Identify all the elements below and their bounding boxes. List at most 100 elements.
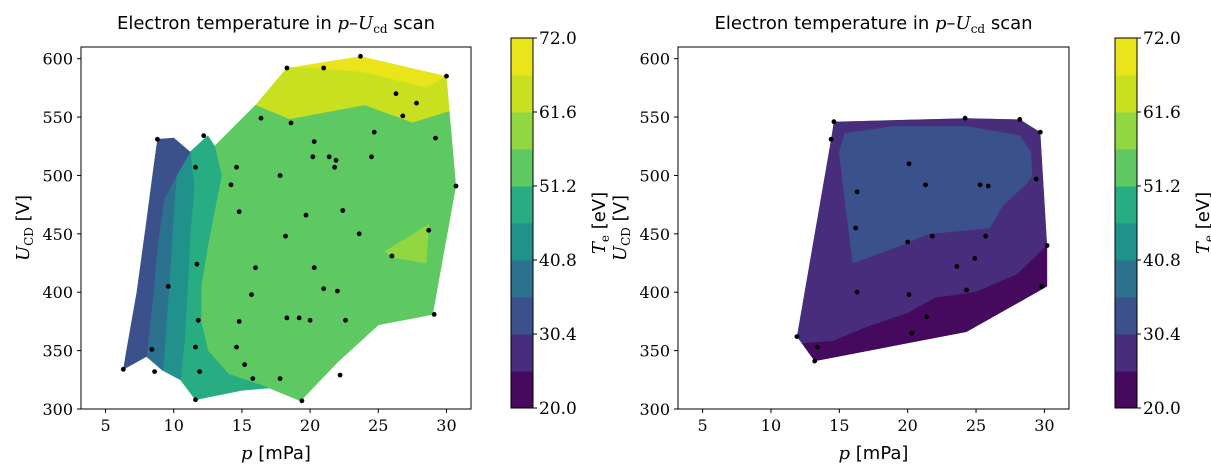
data-point <box>152 369 158 374</box>
x-axis-label: p [mPa] <box>241 443 311 464</box>
y-tick-label: 600 <box>639 50 670 69</box>
colorbar-tick-label: 30.4 <box>1143 325 1181 345</box>
title-var-u: U <box>956 13 972 34</box>
title-dash: – <box>947 13 956 34</box>
data-point <box>165 284 171 289</box>
data-point <box>433 135 438 141</box>
data-point <box>812 358 818 364</box>
data-point <box>284 65 290 71</box>
data-point <box>249 292 254 297</box>
data-point <box>389 253 395 259</box>
data-point <box>234 164 239 170</box>
x-tick-label: 20 <box>300 416 320 435</box>
title-dash: – <box>349 13 358 34</box>
data-point <box>794 334 800 339</box>
data-point <box>234 344 239 350</box>
data-point <box>985 183 991 189</box>
y-axis-label: UCD [V] <box>13 195 36 261</box>
y-label-subscript: CD <box>619 227 633 246</box>
colorbar-tick-label: 72.0 <box>539 29 577 49</box>
data-point <box>333 157 339 163</box>
data-point <box>340 208 346 213</box>
contour-region <box>801 244 1048 362</box>
data-point <box>193 344 198 350</box>
data-point <box>258 115 264 121</box>
chart-title: Electron temperature in p–Ucd scan <box>117 13 435 36</box>
colorbar-band <box>1115 260 1137 298</box>
contour-fill <box>796 118 1048 362</box>
x-label-unit: [mPa] <box>850 443 908 464</box>
colorbar: 20.0 30.4 40.8 51.2 61.6 72.0 Te [eV] <box>510 29 612 419</box>
data-point <box>284 315 290 321</box>
y-label-unit: [V] <box>610 195 631 227</box>
x-label-unit: [mPa] <box>253 443 311 464</box>
title-var-p: p <box>935 13 947 34</box>
x-tick-label: 15 <box>829 416 849 435</box>
y-tick-label: 400 <box>639 283 670 302</box>
data-point <box>1037 129 1043 135</box>
colorbar-band <box>511 112 533 150</box>
y-tick-label: 400 <box>42 283 73 302</box>
y-label-subscript: CD <box>22 227 36 246</box>
data-point <box>321 286 327 292</box>
data-point <box>929 233 935 239</box>
y-tick-label: 300 <box>42 400 73 419</box>
data-point <box>120 366 126 372</box>
data-point <box>193 164 198 170</box>
title-subscript: cd <box>971 22 986 36</box>
y-tick-label: 350 <box>42 342 73 361</box>
colorbar-label: Te [eV] <box>1193 192 1211 254</box>
chart-title: Electron temperature in p–Ucd scan <box>714 13 1032 36</box>
title-var-p: p <box>338 13 350 34</box>
y-tick-label: 550 <box>639 108 670 127</box>
colorbar-band <box>1115 149 1137 187</box>
data-point <box>194 261 200 267</box>
data-point <box>393 91 399 97</box>
data-point <box>337 372 343 378</box>
colorbar-label: Te [eV] <box>589 192 612 254</box>
y-tick-label: 300 <box>639 400 670 419</box>
x-label-var: p <box>839 443 851 464</box>
data-point <box>356 231 362 237</box>
data-point <box>343 317 348 323</box>
data-point <box>924 314 930 320</box>
contour-region <box>838 126 1033 264</box>
colorbar-band <box>1115 334 1137 372</box>
colorbar-label-unit: [eV] <box>1193 192 1211 235</box>
measurement-points <box>794 115 1050 364</box>
data-point <box>358 53 363 59</box>
title-text: Electron temperature in <box>714 13 935 34</box>
colorbar-band <box>511 149 533 187</box>
data-point <box>909 330 915 336</box>
data-point <box>288 120 294 126</box>
x-tick-label: 30 <box>436 416 456 435</box>
data-point <box>962 115 968 121</box>
colorbar-label-var: T <box>589 240 610 254</box>
data-point <box>906 292 912 297</box>
data-point <box>242 362 248 367</box>
y-tick-label: 350 <box>639 342 670 361</box>
axes-frame <box>80 46 472 410</box>
colorbar-band <box>511 297 533 335</box>
x-tick-label: 10 <box>761 416 781 435</box>
data-point <box>854 189 860 195</box>
data-point <box>964 287 969 293</box>
colorbar-band <box>1115 75 1137 113</box>
colorbar-band <box>1115 297 1137 335</box>
colorbar-band <box>511 38 533 76</box>
axes-frame <box>677 46 1070 410</box>
x-tick-label: 5 <box>698 416 708 435</box>
colorbar-band <box>511 186 533 224</box>
colorbar-label-subscript: e <box>1202 235 1211 242</box>
data-point <box>307 317 313 323</box>
colorbar-band <box>1115 371 1137 409</box>
data-point <box>977 182 983 188</box>
data-point <box>311 265 317 271</box>
data-point <box>228 182 234 188</box>
data-point <box>311 139 317 145</box>
data-point <box>296 315 302 321</box>
data-point <box>972 256 978 261</box>
data-point <box>1017 117 1023 122</box>
data-point <box>828 136 834 142</box>
